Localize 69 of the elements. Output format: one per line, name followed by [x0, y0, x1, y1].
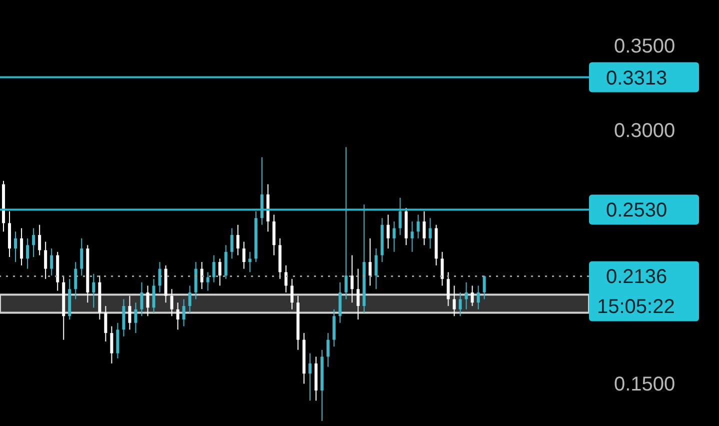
candlestick	[32, 228, 36, 258]
candlestick	[146, 285, 150, 317]
candlestick	[272, 214, 276, 256]
candlestick	[428, 218, 432, 249]
candlestick	[128, 295, 132, 330]
candlestick	[452, 285, 456, 317]
candlestick	[224, 244, 228, 280]
ref-line-label: 0.2530	[606, 200, 668, 222]
candlestick	[440, 251, 444, 286]
candlestick	[350, 254, 354, 304]
candlestick	[290, 278, 294, 310]
candlestick	[386, 214, 390, 249]
candlestick	[212, 254, 216, 283]
candlestick	[374, 248, 378, 290]
candlestick	[326, 332, 330, 368]
candlestick	[188, 285, 192, 314]
candlestick	[134, 302, 138, 334]
ref-line-label: 0.2136	[606, 266, 668, 288]
candlestick	[140, 282, 144, 317]
candlestick	[248, 251, 252, 273]
candlestick	[200, 262, 204, 290]
candlestick	[446, 272, 450, 306]
candlestick	[182, 298, 186, 327]
candlestick	[422, 210, 426, 246]
candlestick	[116, 322, 120, 359]
y-tick-label: 0.1500	[614, 374, 676, 396]
candlestick	[470, 285, 474, 306]
candlestick	[368, 238, 372, 286]
candlestick	[80, 238, 84, 276]
candlestick	[476, 285, 480, 310]
candlestick	[284, 264, 288, 293]
candlestick	[482, 275, 486, 300]
candlestick	[170, 288, 174, 317]
candlestick	[44, 241, 48, 280]
candlestick	[158, 262, 162, 293]
candlestick	[92, 273, 96, 308]
candlestick	[410, 220, 414, 252]
candlestick	[230, 228, 234, 260]
candlestick	[38, 224, 42, 256]
candlestick	[242, 241, 246, 270]
candlestick	[194, 262, 198, 300]
candlestick	[104, 305, 108, 342]
candlestick	[344, 146, 348, 300]
y-tick-label: 0.3000	[614, 120, 676, 142]
candlestick	[14, 231, 18, 263]
candlestick	[176, 302, 180, 330]
candlestick	[332, 308, 336, 348]
ref-line-label: 0.3313	[606, 67, 668, 90]
candlestick	[392, 220, 396, 252]
text: 15:05:22	[597, 296, 675, 318]
candlestick	[218, 258, 222, 286]
candlestick	[20, 228, 24, 266]
candlestick	[74, 262, 78, 300]
candlestick	[338, 282, 342, 324]
candlestick	[458, 292, 462, 317]
candlestick	[26, 238, 30, 270]
candlestick	[464, 282, 468, 310]
y-tick-label: 0.3500	[614, 36, 676, 58]
candlestick	[416, 214, 420, 239]
candlestick	[50, 248, 54, 276]
candlestick	[206, 272, 210, 292]
candlestick	[110, 326, 114, 364]
candlestick	[260, 156, 264, 226]
candlestick	[356, 268, 360, 320]
candlestick	[398, 197, 402, 236]
candlestick	[308, 352, 312, 402]
candlestick	[122, 298, 126, 337]
candlestick	[152, 278, 156, 314]
candlestick	[236, 224, 240, 256]
